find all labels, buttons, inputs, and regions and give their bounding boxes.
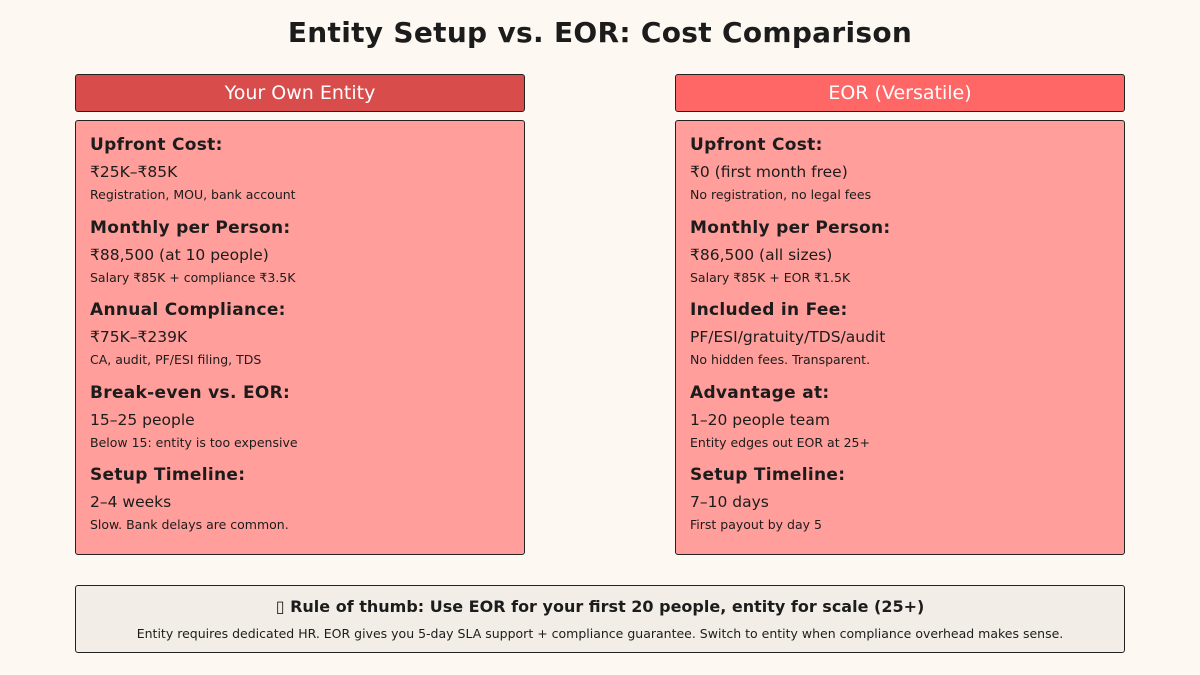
section-heading: Setup Timeline:	[690, 465, 846, 485]
section-note: CA, audit, PF/ESI filing, TDS	[90, 352, 262, 367]
left-section-compliance: Annual Compliance: ₹75K–₹239K CA, audit,…	[90, 299, 510, 382]
rule-of-thumb-box: ▯ Rule of thumb: Use EOR for your first …	[75, 585, 1125, 653]
left-section-timeline: Setup Timeline: 2–4 weeks Slow. Bank del…	[90, 464, 510, 547]
section-heading: Upfront Cost:	[90, 135, 223, 155]
right-section-monthly: Monthly per Person: ₹86,500 (all sizes) …	[690, 217, 1110, 300]
section-note: Below 15: entity is too expensive	[90, 434, 298, 450]
section-heading: Monthly per Person:	[690, 217, 891, 238]
section-heading: Advantage at:	[690, 382, 830, 403]
right-section-upfront: Upfront Cost: ₹0 (first month free) No r…	[690, 134, 1110, 217]
rule-of-thumb-headline: ▯ Rule of thumb: Use EOR for your first …	[275, 597, 925, 616]
section-heading: Included in Fee:	[690, 300, 848, 320]
right-section-included: Included in Fee: PF/ESI/gratuity/TDS/aud…	[690, 299, 1110, 382]
right-section-timeline: Setup Timeline: 7–10 days First payout b…	[690, 464, 1110, 547]
right-section-advantage: Advantage at: 1–20 people team Entity ed…	[690, 382, 1110, 465]
section-value: ₹25K–₹85K	[90, 163, 178, 181]
left-section-monthly: Monthly per Person: ₹88,500 (at 10 peopl…	[90, 217, 510, 300]
section-heading: Annual Compliance:	[90, 300, 286, 320]
section-value: 7–10 days	[690, 493, 769, 511]
page-title: Entity Setup vs. EOR: Cost Comparison	[287, 16, 913, 49]
section-heading: Upfront Cost:	[690, 135, 823, 155]
section-value: ₹0 (first month free)	[690, 163, 848, 181]
section-note: Salary ₹85K + compliance ₹3.5K	[90, 269, 296, 285]
right-column-header: EOR (Versatile)	[675, 74, 1125, 112]
right-panel: Upfront Cost: ₹0 (first month free) No r…	[675, 120, 1125, 555]
section-value: ₹86,500 (all sizes)	[690, 245, 833, 264]
section-value: 2–4 weeks	[90, 493, 172, 511]
section-heading: Break-even vs. EOR:	[90, 382, 291, 403]
section-heading: Monthly per Person:	[90, 217, 291, 238]
section-value: ₹75K–₹239K	[90, 328, 188, 346]
section-note: No hidden fees. Transparent.	[690, 352, 871, 367]
section-note: Registration, MOU, bank account	[90, 187, 296, 202]
rule-of-thumb-note: Entity requires dedicated HR. EOR gives …	[136, 626, 1064, 641]
section-value: PF/ESI/gratuity/TDS/audit	[690, 328, 886, 346]
section-heading: Setup Timeline:	[90, 465, 246, 485]
section-value: ₹88,500 (at 10 people)	[90, 245, 269, 264]
section-note: Slow. Bank delays are common.	[90, 517, 289, 532]
section-value: 15–25 people	[90, 410, 195, 429]
left-section-breakeven: Break-even vs. EOR: 15–25 people Below 1…	[90, 382, 510, 465]
left-panel: Upfront Cost: ₹25K–₹85K Registration, MO…	[75, 120, 525, 555]
section-note: First payout by day 5	[690, 517, 822, 532]
section-note: No registration, no legal fees	[690, 187, 872, 202]
section-note: Entity edges out EOR at 25+	[690, 434, 870, 450]
left-column-header: Your Own Entity	[75, 74, 525, 112]
left-section-upfront: Upfront Cost: ₹25K–₹85K Registration, MO…	[90, 134, 510, 217]
section-value: 1–20 people team	[690, 410, 830, 429]
section-note: Salary ₹85K + EOR ₹1.5K	[690, 269, 851, 285]
